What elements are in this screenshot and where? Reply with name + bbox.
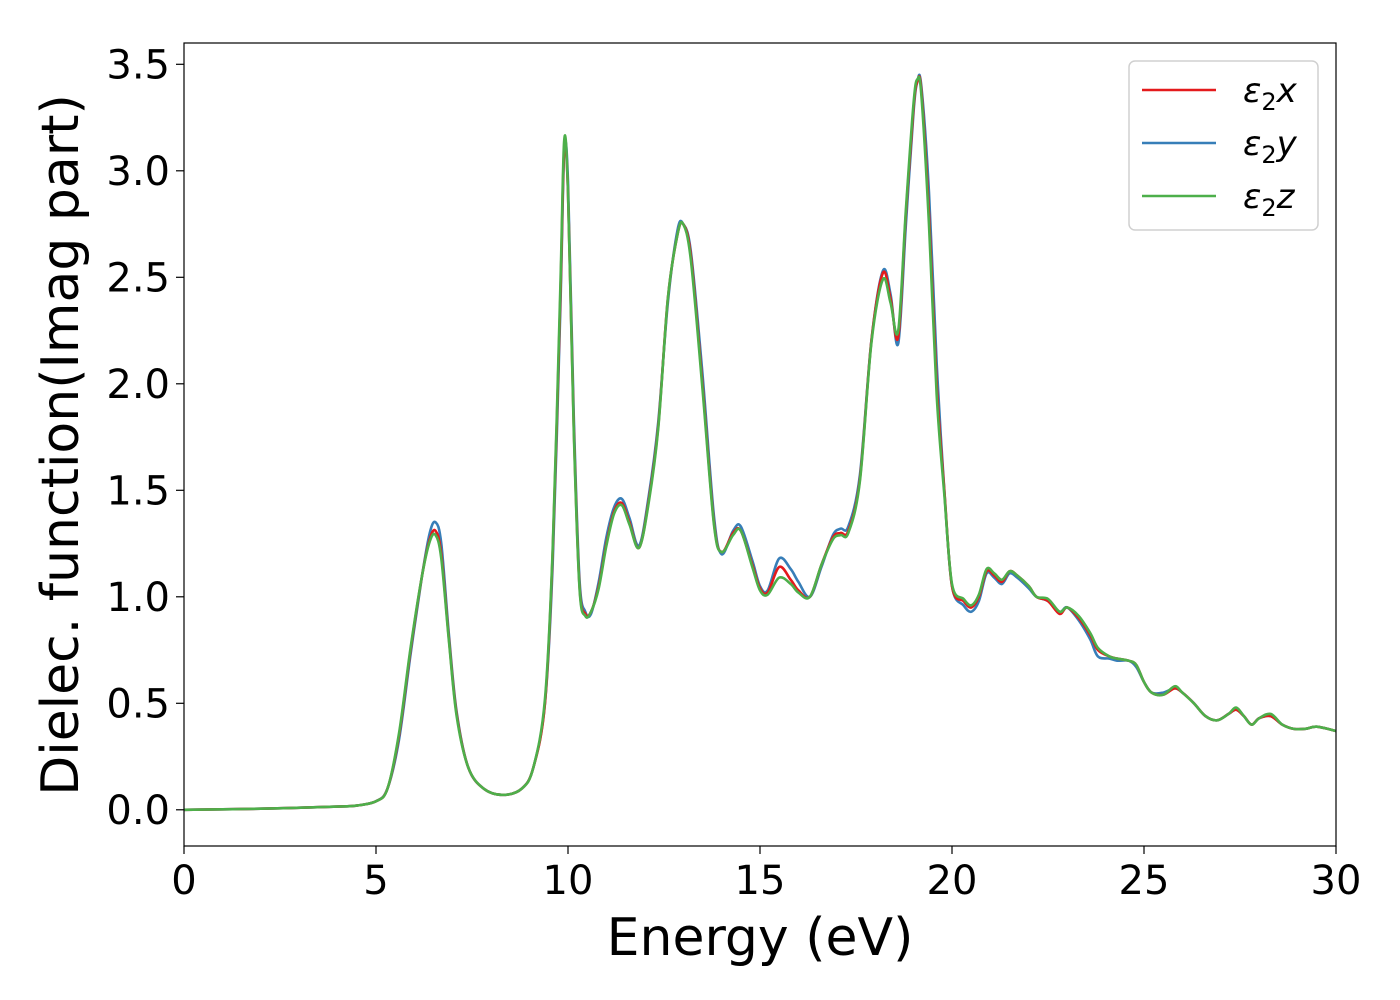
y-tick-label: 3.0 [106, 149, 170, 195]
legend-label: ε2z [1243, 177, 1296, 222]
legend-label: ε2x [1243, 71, 1298, 116]
y-tick-label: 0.0 [106, 788, 170, 834]
y-tick-label: 3.5 [106, 42, 170, 88]
y-tick-label: 0.5 [106, 681, 170, 727]
x-tick-label: 30 [1311, 858, 1362, 904]
y-tick-label: 2.5 [106, 255, 170, 301]
x-tick-label: 25 [1119, 858, 1170, 904]
x-axis: 0 5 10 15 20 25 30 [171, 846, 1361, 904]
x-tick-label: 5 [363, 858, 388, 904]
y-tick-label: 1.5 [106, 468, 170, 514]
legend-label: ε2y [1243, 124, 1298, 169]
x-tick-label: 20 [927, 858, 978, 904]
x-tick-label: 10 [543, 858, 594, 904]
x-axis-title: Energy (eV) [607, 908, 914, 968]
legend: ε2x ε2y ε2z [1128, 60, 1319, 231]
y-axis: 0.0 0.5 1.0 1.5 2.0 2.5 3.0 3.5 [106, 42, 184, 834]
y-tick-label: 1.0 [106, 575, 170, 621]
y-tick-label: 2.0 [106, 362, 170, 408]
y-axis-title: Dielec. function(Imag part) [31, 94, 91, 796]
x-tick-label: 0 [171, 858, 196, 904]
x-tick-label: 15 [735, 858, 786, 904]
series-layer [184, 73, 1336, 812]
legend-box [1128, 60, 1319, 231]
series-line-ε₂z [184, 75, 1336, 812]
